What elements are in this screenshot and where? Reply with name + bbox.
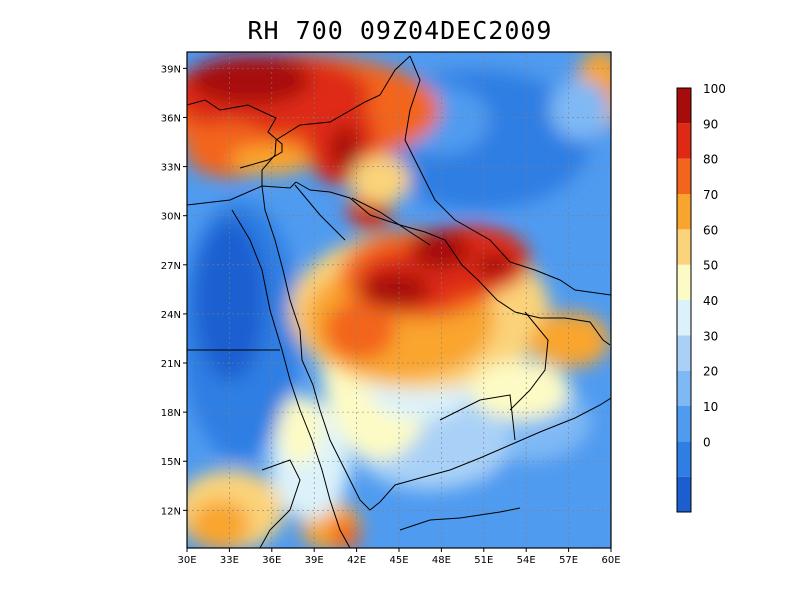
colorbar-bin: [677, 335, 691, 371]
map-title: RH 700 09Z04DEC2009: [247, 16, 553, 45]
colorbar-bin: [677, 300, 691, 336]
colorbar-label: 100: [703, 82, 726, 96]
humidity-field: [187, 52, 611, 548]
colorbar-bin: [677, 158, 691, 194]
lat-tick-label: 33N: [161, 163, 181, 174]
lon-tick-label: 48E: [432, 555, 451, 566]
colorbar-label: 40: [703, 294, 718, 308]
lat-lon-grid: [186, 52, 612, 548]
colorbar-label: 10: [703, 400, 718, 414]
lat-tick-label: 24N: [161, 310, 181, 321]
lon-tick-label: 51E: [474, 555, 493, 566]
colorbar-label: 50: [703, 259, 718, 273]
colorbar-label: 90: [703, 117, 718, 131]
colorbar-label: 30: [703, 329, 718, 343]
lat-tick-label: 21N: [161, 359, 181, 370]
lat-tick-label: 39N: [161, 64, 181, 75]
lon-tick-label: 60E: [601, 555, 620, 566]
lon-tick-label: 39E: [305, 555, 324, 566]
colorbar: 0 10 20 30 40 50 60 70 80 90 100: [676, 82, 726, 513]
lon-tick-label: 57E: [559, 555, 578, 566]
colorbar-bin: [677, 88, 691, 124]
colorbar-bin: [677, 476, 691, 512]
lat-tick-label: 36N: [161, 113, 181, 124]
colorbar-bin: [677, 370, 691, 406]
lon-tick-label: 42E: [347, 555, 366, 566]
colorbar-bin: [677, 441, 691, 477]
longitude-labels: 30E 33E 36E 39E 42E 45E 48E 51E 54E 57E 60E: [177, 548, 621, 566]
colorbar-label: 60: [703, 223, 718, 237]
colorbar-bin: [677, 229, 691, 265]
colorbar-frame: [676, 87, 692, 513]
colorbar-bin: [677, 406, 691, 442]
lat-tick-label: 27N: [161, 261, 181, 272]
latitude-labels: 39N 36N 33N 30N 27N 24N 21N 18N 15N 12N: [161, 64, 187, 517]
colorbar-label: 0: [703, 435, 711, 449]
colorbar-bin: [677, 264, 691, 300]
lon-tick-label: 45E: [389, 555, 408, 566]
colorbar-bin: [677, 194, 691, 230]
lon-tick-label: 30E: [177, 555, 196, 566]
colorbar-label: 70: [703, 188, 718, 202]
lon-tick-label: 36E: [262, 555, 281, 566]
lon-tick-label: 54E: [517, 555, 536, 566]
coastlines: [187, 55, 611, 548]
colorbar-label: 80: [703, 153, 718, 167]
lon-tick-label: 33E: [220, 555, 239, 566]
lat-tick-label: 18N: [161, 408, 181, 419]
lat-tick-label: 30N: [161, 212, 181, 223]
lat-tick-label: 12N: [161, 506, 181, 517]
colorbar-label: 20: [703, 365, 718, 379]
colorbar-bin: [677, 123, 691, 159]
lat-tick-label: 15N: [161, 457, 181, 468]
